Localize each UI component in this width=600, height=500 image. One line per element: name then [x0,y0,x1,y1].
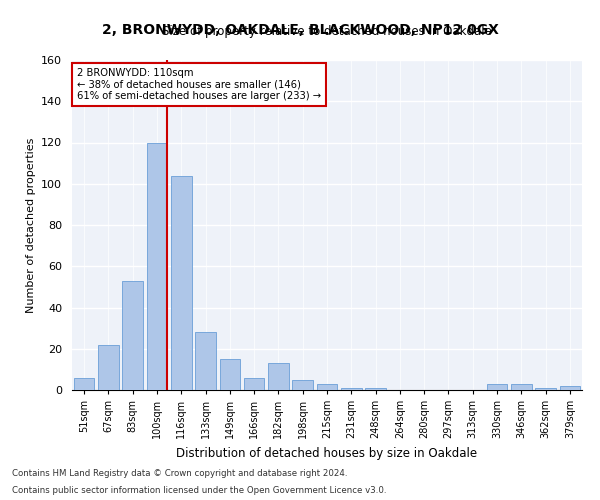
Bar [195,332,216,390]
X-axis label: Distribution of detached houses by size in Oakdale: Distribution of detached houses by size … [176,446,478,460]
Bar [74,378,94,390]
Bar [244,378,265,390]
Bar [171,176,191,390]
Title: Size of property relative to detached houses in Oakdale: Size of property relative to detached ho… [162,25,492,38]
Bar [292,380,313,390]
Bar [341,388,362,390]
Bar [511,384,532,390]
Bar [487,384,508,390]
Bar [98,344,119,390]
Y-axis label: Number of detached properties: Number of detached properties [26,138,35,312]
Bar [122,280,143,390]
Bar [535,388,556,390]
Text: Contains public sector information licensed under the Open Government Licence v3: Contains public sector information licen… [12,486,386,495]
Bar [560,386,580,390]
Bar [220,359,240,390]
Bar [365,388,386,390]
Bar [146,142,167,390]
Text: 2 BRONWYDD: 110sqm
← 38% of detached houses are smaller (146)
61% of semi-detach: 2 BRONWYDD: 110sqm ← 38% of detached hou… [77,68,321,102]
Text: 2, BRONWYDD, OAKDALE, BLACKWOOD, NP12 0GX: 2, BRONWYDD, OAKDALE, BLACKWOOD, NP12 0G… [101,22,499,36]
Bar [268,363,289,390]
Text: Contains HM Land Registry data © Crown copyright and database right 2024.: Contains HM Land Registry data © Crown c… [12,468,347,477]
Bar [317,384,337,390]
